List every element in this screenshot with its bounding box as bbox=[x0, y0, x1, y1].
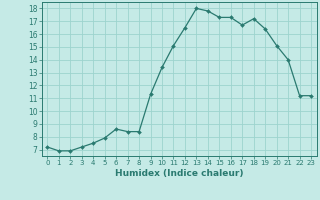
X-axis label: Humidex (Indice chaleur): Humidex (Indice chaleur) bbox=[115, 169, 244, 178]
